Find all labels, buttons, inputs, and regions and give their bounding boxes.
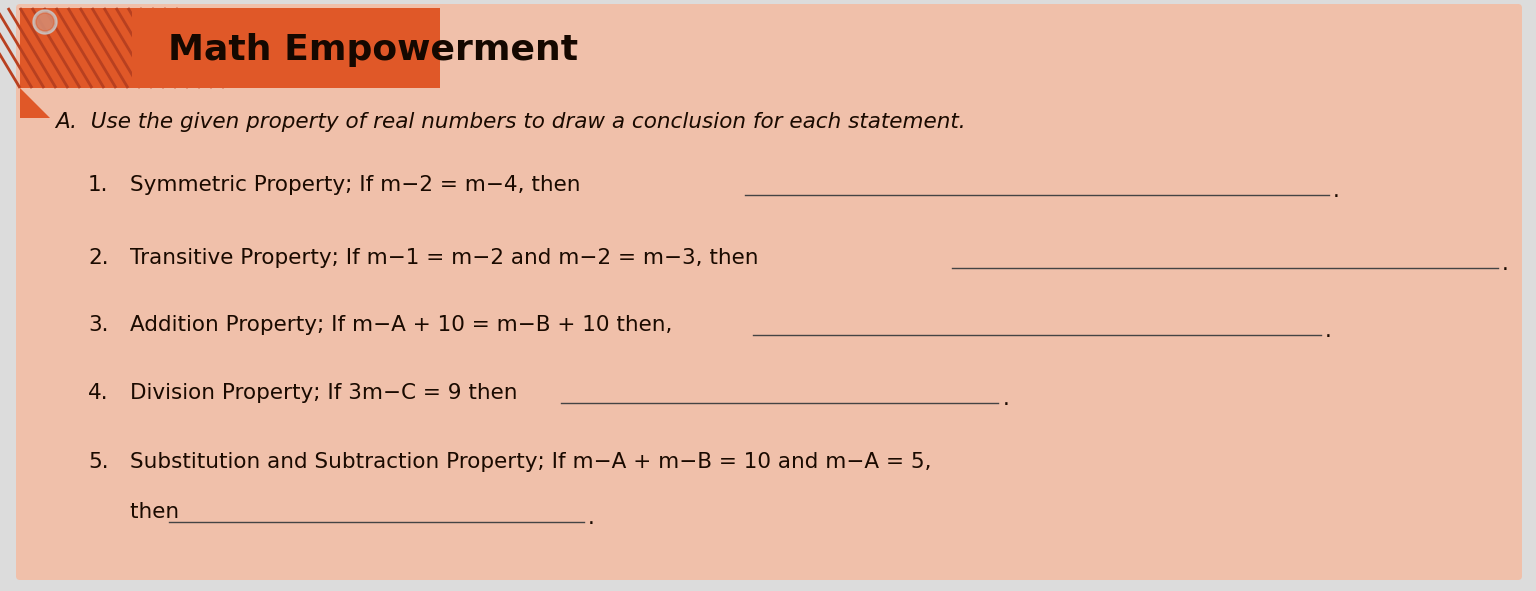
FancyBboxPatch shape	[15, 4, 1522, 580]
Text: then: then	[131, 502, 186, 522]
Polygon shape	[20, 88, 51, 118]
Bar	[20, 8, 439, 88]
Text: 3.: 3.	[88, 315, 109, 335]
Text: .: .	[1502, 254, 1508, 274]
Text: Addition Property; If m−A + 10 = m−B + 10 then,: Addition Property; If m−A + 10 = m−B + 1…	[131, 315, 679, 335]
Text: 2.: 2.	[88, 248, 109, 268]
Text: .: .	[1003, 389, 1009, 409]
Circle shape	[35, 13, 54, 31]
Bar	[132, 8, 439, 88]
Text: .: .	[1326, 321, 1332, 341]
Circle shape	[32, 10, 57, 34]
Text: .: .	[1333, 181, 1339, 201]
Text: Symmetric Property; If m−2 = m−4, then: Symmetric Property; If m−2 = m−4, then	[131, 175, 587, 195]
Text: Substitution and Subtraction Property; If m−A + m−B = 10 and m−A = 5,: Substitution and Subtraction Property; I…	[131, 452, 931, 472]
Text: 4.: 4.	[88, 383, 109, 403]
Text: Division Property; If 3m−C = 9 then: Division Property; If 3m−C = 9 then	[131, 383, 524, 403]
Text: A.  Use the given property of real numbers to draw a conclusion for each stateme: A. Use the given property of real number…	[55, 112, 966, 132]
Text: .: .	[588, 508, 594, 528]
Text: Math Empowerment: Math Empowerment	[167, 33, 578, 67]
Text: Transitive Property; If m−1 = m−2 and m−2 = m−3, then: Transitive Property; If m−1 = m−2 and m−…	[131, 248, 765, 268]
Text: 1.: 1.	[88, 175, 109, 195]
Text: 5.: 5.	[88, 452, 109, 472]
